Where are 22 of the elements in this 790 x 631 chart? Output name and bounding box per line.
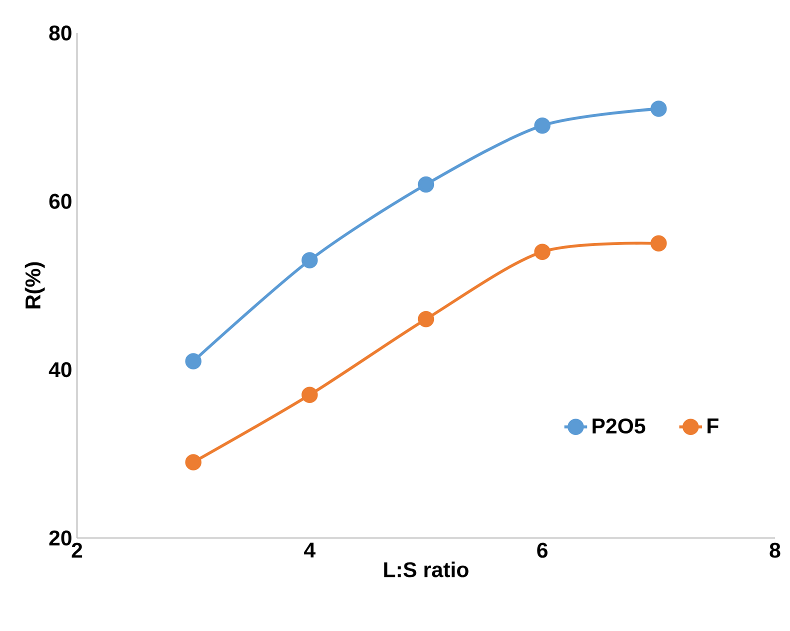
point — [650, 100, 667, 117]
point — [185, 353, 202, 370]
point — [650, 235, 667, 252]
legend-label: P2O5 — [592, 418, 646, 434]
point — [534, 244, 550, 260]
point — [302, 252, 318, 268]
legend-label: F — [708, 418, 718, 434]
point — [418, 176, 434, 193]
x-axis-title: L:S ratio — [384, 562, 468, 578]
point — [185, 454, 202, 470]
y-tick-label: 20 — [49, 530, 72, 546]
y-tick-label: 80 — [49, 25, 72, 41]
x-tick-label: 4 — [304, 542, 316, 558]
y-axis-title: R(%) — [24, 262, 45, 308]
y-tick-label: 40 — [48, 362, 72, 378]
y-tick-label: 60 — [49, 194, 72, 209]
point — [302, 386, 318, 404]
x-tick-label: 2 — [72, 542, 82, 558]
point — [534, 117, 550, 134]
x-tick-label: 8 — [770, 542, 780, 558]
point — [418, 311, 434, 328]
x-tick-label: 6 — [537, 542, 548, 558]
